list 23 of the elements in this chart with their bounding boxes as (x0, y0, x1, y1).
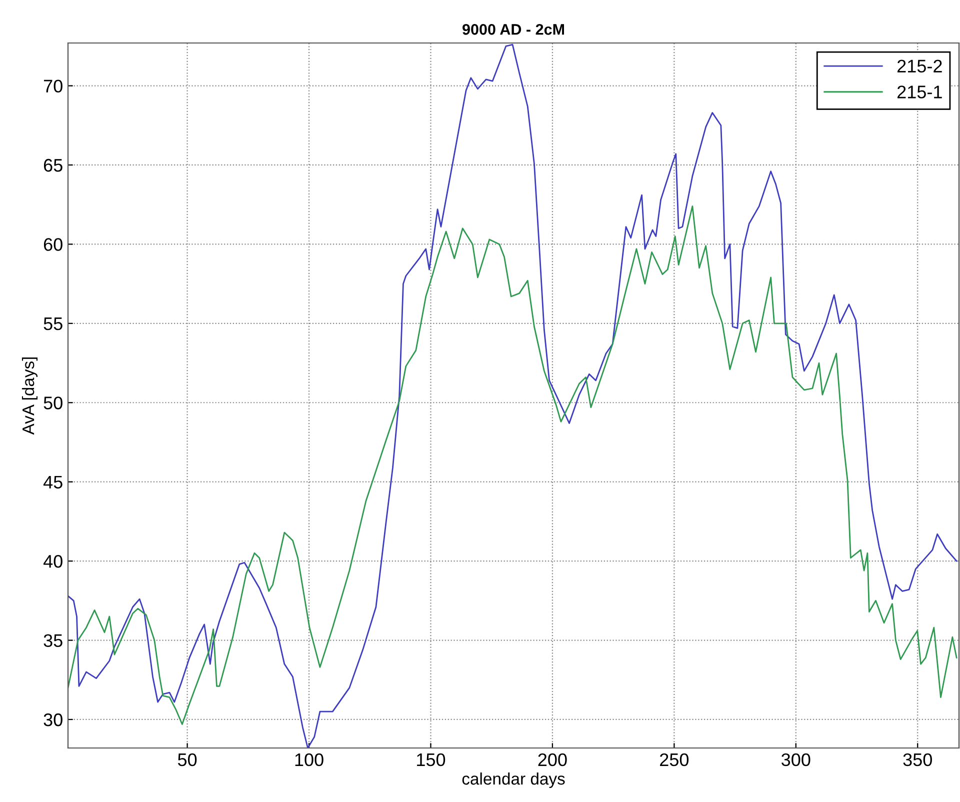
y-tick-label: 65 (44, 158, 62, 172)
line-series (68, 205, 958, 725)
x-tick-label: 50 (178, 753, 197, 766)
y-tick-label: 50 (44, 396, 62, 410)
x-tick-label: 100 (295, 753, 324, 766)
y-tick-label: 30 (44, 713, 62, 726)
y-tick-label: 70 (44, 80, 62, 92)
legend-label: 215-2 (897, 60, 942, 73)
legend-label: 215-1 (897, 86, 942, 98)
y-axis-title: AvA [days] (22, 357, 38, 435)
x-tick-label: 250 (660, 753, 689, 766)
y-tick-label: 60 (44, 238, 62, 251)
chart-title: 9000 AD - 2cM (462, 24, 564, 35)
x-tick-label: 150 (417, 753, 446, 766)
x-tick-label: 300 (782, 753, 810, 766)
y-tick-label: 55 (44, 318, 62, 330)
line-series (68, 44, 958, 748)
y-tick-label: 45 (43, 476, 62, 489)
x-axis-title: calendar days (462, 772, 565, 788)
y-tick-label: 40 (43, 554, 62, 568)
x-tick-label: 350 (903, 753, 932, 766)
x-tick-label: 200 (538, 753, 567, 766)
y-tick-label: 35 (44, 634, 62, 647)
